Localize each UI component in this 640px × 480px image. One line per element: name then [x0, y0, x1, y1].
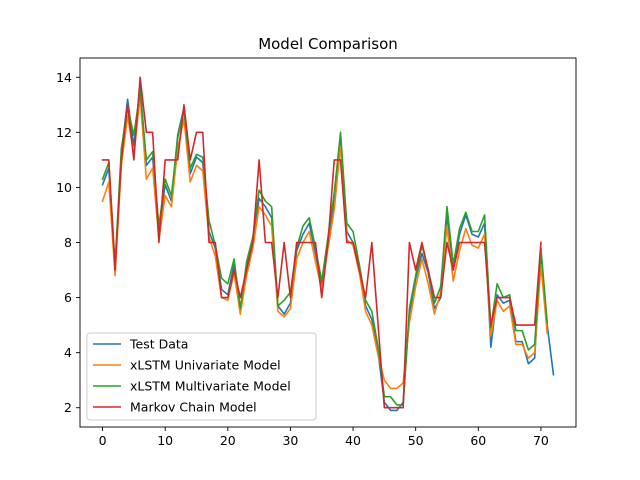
x-tick-label: 50 — [408, 433, 424, 448]
axes-layer: 0 10 20 30 40 50 60 70 2 4 6 8 10 12 14 — [56, 57, 577, 448]
legend-label-4: Markov Chain Model — [130, 400, 257, 415]
legend-box — [86, 332, 317, 421]
y-tick-label: 2 — [64, 400, 72, 415]
series-layer — [101, 76, 555, 412]
y-tick-label: 14 — [56, 70, 72, 85]
x-tick-label: 10 — [157, 433, 173, 448]
y-tick-label: 12 — [56, 125, 72, 140]
x-tick-label: 60 — [470, 433, 486, 448]
legend: Test Data xLSTM Univariate Model xLSTM Mul… — [86, 332, 317, 421]
legend-label-3: xLSTM Multivariate Model — [130, 379, 291, 394]
series-line-4 — [101, 76, 542, 409]
y-tick-label: 4 — [64, 345, 72, 360]
legend-label-1: Test Data — [129, 337, 188, 352]
y-tick-label: 10 — [56, 180, 72, 195]
y-tick-label: 6 — [64, 290, 72, 305]
legend-label-2: xLSTM Univariate Model — [130, 358, 281, 373]
chart-title: Model Comparison — [258, 35, 398, 53]
x-tick-label: 0 — [99, 433, 107, 448]
x-tick-label: 40 — [345, 433, 361, 448]
y-tick-label: 8 — [64, 235, 72, 250]
series-line-3 — [101, 90, 549, 406]
x-tick-label: 70 — [533, 433, 549, 448]
x-tick-label: 20 — [220, 433, 236, 448]
x-tick-label: 30 — [282, 433, 298, 448]
